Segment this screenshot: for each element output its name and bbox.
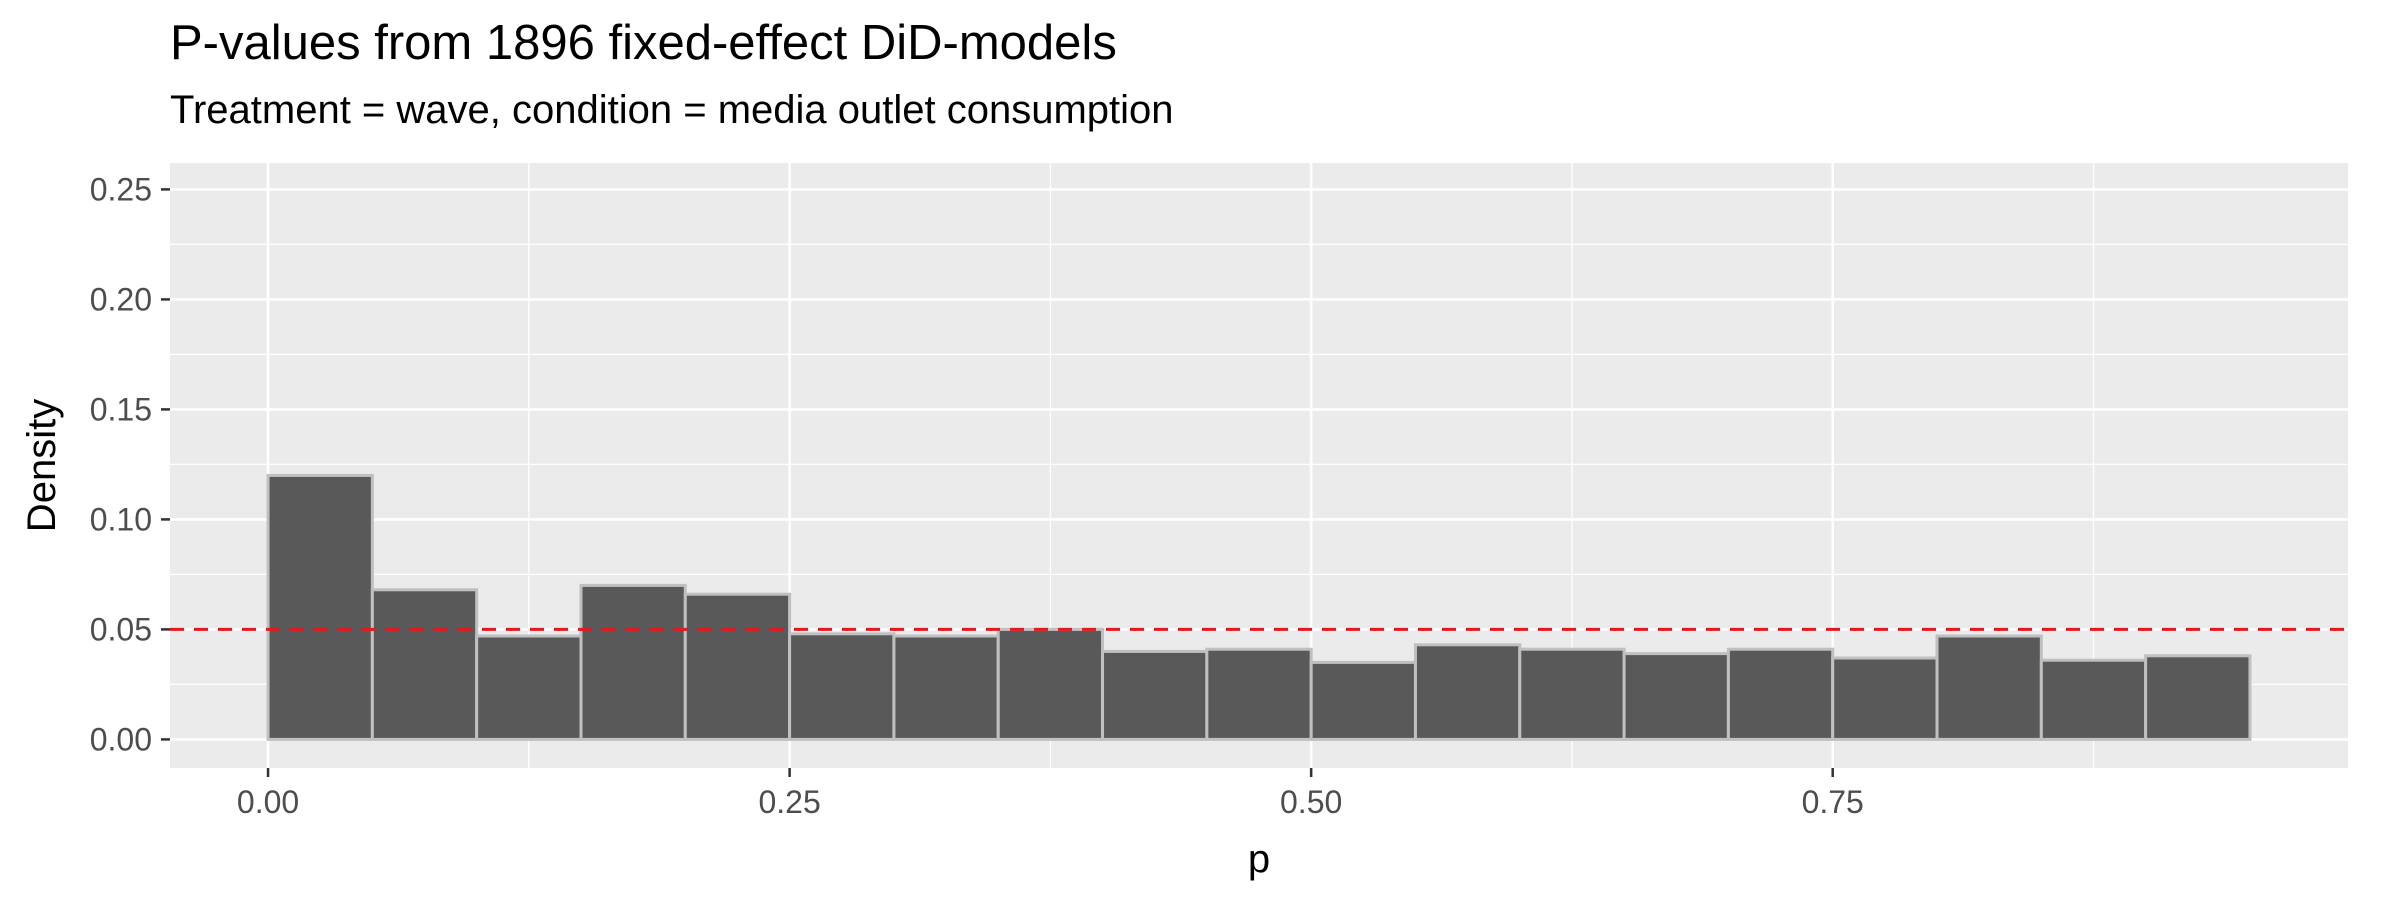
histogram-bars	[266, 473, 2252, 741]
y-tick-label: 0.05	[90, 611, 152, 647]
histogram-bar	[683, 592, 792, 741]
x-axis-label: p	[1248, 837, 1270, 881]
x-tick-label: 0.50	[1280, 784, 1342, 820]
y-tick-label: 0.00	[90, 721, 152, 757]
y-tick-label: 0.25	[90, 171, 152, 207]
histogram-bar	[475, 634, 583, 741]
histogram-bar	[2144, 654, 2252, 741]
y-axis-label: Density	[20, 399, 64, 532]
histogram-bar	[1205, 647, 1313, 741]
histogram-bar	[996, 627, 1105, 741]
y-axis: 0.00 0.05 0.10 0.15 0.20 0.25	[90, 171, 170, 757]
x-tick-label: 0.75	[1802, 784, 1864, 820]
histogram-bar	[1101, 649, 1209, 741]
chart-title: P-values from 1896 fixed-effect DiD-mode…	[170, 16, 1117, 70]
x-tick-label: 0.00	[237, 784, 299, 820]
histogram-bar	[892, 634, 1000, 741]
chart-subtitle: Treatment = wave, condition = media outl…	[170, 88, 1174, 132]
histogram-bar	[1518, 647, 1626, 741]
y-tick-label: 0.20	[90, 281, 152, 317]
x-tick-label: 0.25	[758, 784, 820, 820]
histogram-bar	[1309, 660, 1417, 741]
histogram-bar	[1726, 647, 1835, 741]
histogram-bar	[1831, 656, 1939, 741]
histogram-bar	[1413, 643, 1522, 741]
histogram-bar	[788, 632, 896, 741]
y-tick-label: 0.10	[90, 501, 152, 537]
x-axis: 0.00 0.25 0.50 0.75	[237, 768, 1864, 820]
histogram-bar	[1935, 634, 2043, 741]
y-tick-label: 0.15	[90, 391, 152, 427]
histogram-bar	[1622, 652, 1730, 741]
histogram-bar	[266, 473, 374, 741]
histogram-bar	[370, 588, 479, 741]
histogram-bar	[579, 583, 687, 741]
histogram-bar	[2039, 658, 2148, 741]
